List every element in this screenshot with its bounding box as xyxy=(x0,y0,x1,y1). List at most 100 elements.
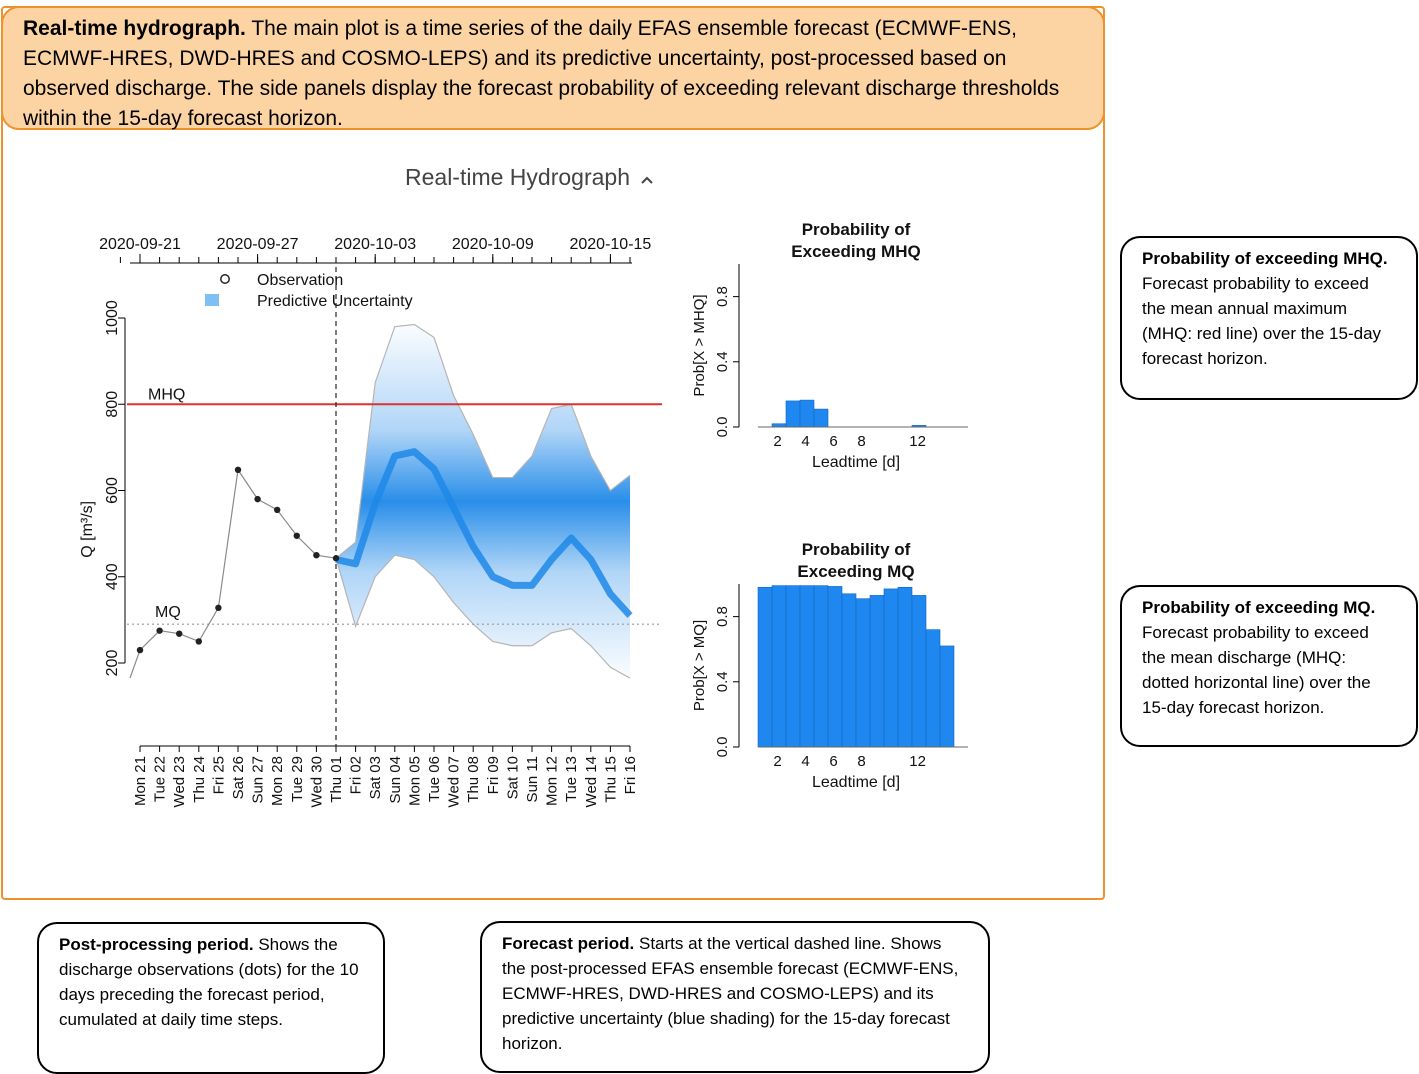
mhq-label: MHQ xyxy=(148,386,185,403)
bar-chart-title-line-2: Exceeding MHQ xyxy=(791,242,920,261)
day-label: Tue 13 xyxy=(563,756,580,802)
post-callout-title: Post-processing period. xyxy=(59,935,254,954)
top-axis-label: 2020-09-27 xyxy=(217,236,299,253)
top-axis-label: 2020-09-21 xyxy=(99,236,181,253)
bar-chart-title-line-2: Exceeding MQ xyxy=(797,562,914,581)
observation-point xyxy=(156,627,163,634)
bar-y-tick-label: 0.0 xyxy=(714,417,731,438)
day-label: Tue 06 xyxy=(426,756,443,802)
bar-x-tick-label: 8 xyxy=(857,433,865,450)
day-label: Sun 04 xyxy=(387,756,404,804)
day-label: Thu 08 xyxy=(465,756,482,803)
legend-uncertainty-swatch xyxy=(205,294,219,306)
bar-x-tick-label: 6 xyxy=(829,753,837,770)
panel-title[interactable]: Real-time Hydrograph xyxy=(405,164,654,191)
y-axis-tick-label: 400 xyxy=(104,563,121,590)
observation-point xyxy=(176,630,183,637)
mq-callout-title: Probability of exceeding MQ. xyxy=(1142,598,1376,617)
bar-x-tick-label: 4 xyxy=(801,753,809,770)
bar-y-tick-label: 0.0 xyxy=(714,737,731,758)
observation-point xyxy=(195,638,202,645)
bar-y-axis-title: Prob[X > MQ] xyxy=(691,620,708,711)
observation-point xyxy=(313,551,320,559)
upper-bound-line xyxy=(335,323,631,559)
mq-label: MQ xyxy=(155,604,181,621)
bar-x-tick-label: 12 xyxy=(909,433,926,450)
post-processing-callout: Post-processing period. Shows the discha… xyxy=(37,922,385,1074)
bar-x-tick-label: 8 xyxy=(857,753,865,770)
day-label: Sat 26 xyxy=(230,756,247,799)
probability-bar xyxy=(939,645,955,748)
y-axis-tick-label: 200 xyxy=(104,650,121,677)
probability-bar xyxy=(855,598,871,748)
day-label: Sun 27 xyxy=(250,756,267,804)
mhq-callout-title: Probability of exceeding MHQ. xyxy=(1142,249,1388,268)
mq-probability-chart: Probability of Exceeding MQ 0.0 0.4 0.8 Prob[… xyxy=(691,540,968,791)
day-label: Wed 14 xyxy=(583,756,600,807)
panel-title-text: Real-time Hydrograph xyxy=(405,164,630,190)
day-label: Fri 09 xyxy=(485,756,502,794)
mhq-callout: Probability of exceeding MHQ. Forecast p… xyxy=(1120,236,1418,400)
forecast-callout-title: Forecast period. xyxy=(502,934,635,953)
probability-bar xyxy=(827,586,843,748)
bar-x-tick-label: 2 xyxy=(773,753,781,770)
day-label: Tue 22 xyxy=(152,756,169,802)
probability-bar xyxy=(799,585,815,748)
probability-bar xyxy=(869,595,885,748)
observation-point xyxy=(234,466,242,473)
lower-bound-line xyxy=(335,554,631,679)
y-axis-title: Q [m³/s] xyxy=(79,501,96,558)
probability-bar xyxy=(757,586,773,748)
chevron-up-icon[interactable] xyxy=(640,175,654,185)
hydrograph-chart: 2020-09-21 2020-09-27 2020-10-03 2020-10-09… xyxy=(79,236,662,807)
observation-line xyxy=(129,468,337,679)
day-label: Mon 05 xyxy=(406,756,423,806)
day-label: Sat 10 xyxy=(504,756,521,799)
probability-bar xyxy=(785,400,801,428)
top-callout-title: Real-time hydrograph. xyxy=(23,17,246,40)
y-axis-tick-label: 800 xyxy=(104,391,121,418)
top-axis-label: 2020-10-15 xyxy=(569,236,651,253)
top-callout: Real-time hydrograph. The main plot is a… xyxy=(1,6,1105,130)
bar-chart-title-line-1: Probability of xyxy=(802,220,911,239)
forecast-callout: Forecast period. Starts at the vertical … xyxy=(480,921,990,1073)
probability-bar xyxy=(785,585,801,748)
observation-point xyxy=(215,604,222,611)
observation-point xyxy=(293,532,300,539)
top-callout-text: The main plot is a time series of the da… xyxy=(23,17,1060,130)
post-callout-text: Shows the discharge observations (dots) … xyxy=(59,935,359,1029)
charts-svg: 2020-09-21 2020-09-27 2020-10-03 2020-10-09… xyxy=(79,220,968,807)
forecast-median-line xyxy=(335,448,633,618)
observation-point xyxy=(274,506,281,514)
day-label: Mon 21 xyxy=(132,756,149,806)
day-label: Fri 02 xyxy=(348,756,365,794)
observation-point xyxy=(332,555,340,562)
bar-y-tick-label: 0.8 xyxy=(714,606,731,627)
forecast-callout-text: Starts at the vertical dashed line. Show… xyxy=(502,934,959,1053)
probability-bar xyxy=(813,585,829,748)
mq-callout-text: Forecast probability to exceed the mean … xyxy=(1142,623,1371,717)
bar-x-axis-title: Leadtime [d] xyxy=(812,454,900,471)
day-label: Fri 25 xyxy=(210,756,227,794)
mq-callout: Probability of exceeding MQ. Forecast pr… xyxy=(1120,585,1418,747)
day-label: Mon 12 xyxy=(544,756,561,806)
mhq-callout-text: Forecast probability to exceed the mean … xyxy=(1142,274,1382,368)
day-label: Mon 28 xyxy=(269,756,286,806)
bar-x-tick-label: 4 xyxy=(801,433,809,450)
day-label: Fri 16 xyxy=(622,756,639,794)
day-label: Sat 03 xyxy=(367,756,384,799)
bar-y-tick-label: 0.4 xyxy=(714,351,731,372)
day-label: Wed 23 xyxy=(171,756,188,807)
bar-y-axis-title: Prob[X > MHQ] xyxy=(691,294,708,396)
bar-chart-title-line-1: Probability of xyxy=(802,540,911,559)
top-axis-label: 2020-10-03 xyxy=(334,236,416,253)
bar-y-tick-label: 0.4 xyxy=(714,671,731,692)
bar-y-tick-label: 0.8 xyxy=(714,286,731,307)
top-axis-label: 2020-10-09 xyxy=(452,236,534,253)
day-label: Tue 29 xyxy=(289,756,306,802)
mhq-probability-chart: Probability of Exceeding MHQ 0.0 0.4 0.8 Prob… xyxy=(691,220,968,471)
observation-point xyxy=(136,646,144,654)
predictive-uncertainty-band xyxy=(336,324,630,679)
probability-bar xyxy=(911,595,927,748)
probability-bar xyxy=(841,593,857,748)
